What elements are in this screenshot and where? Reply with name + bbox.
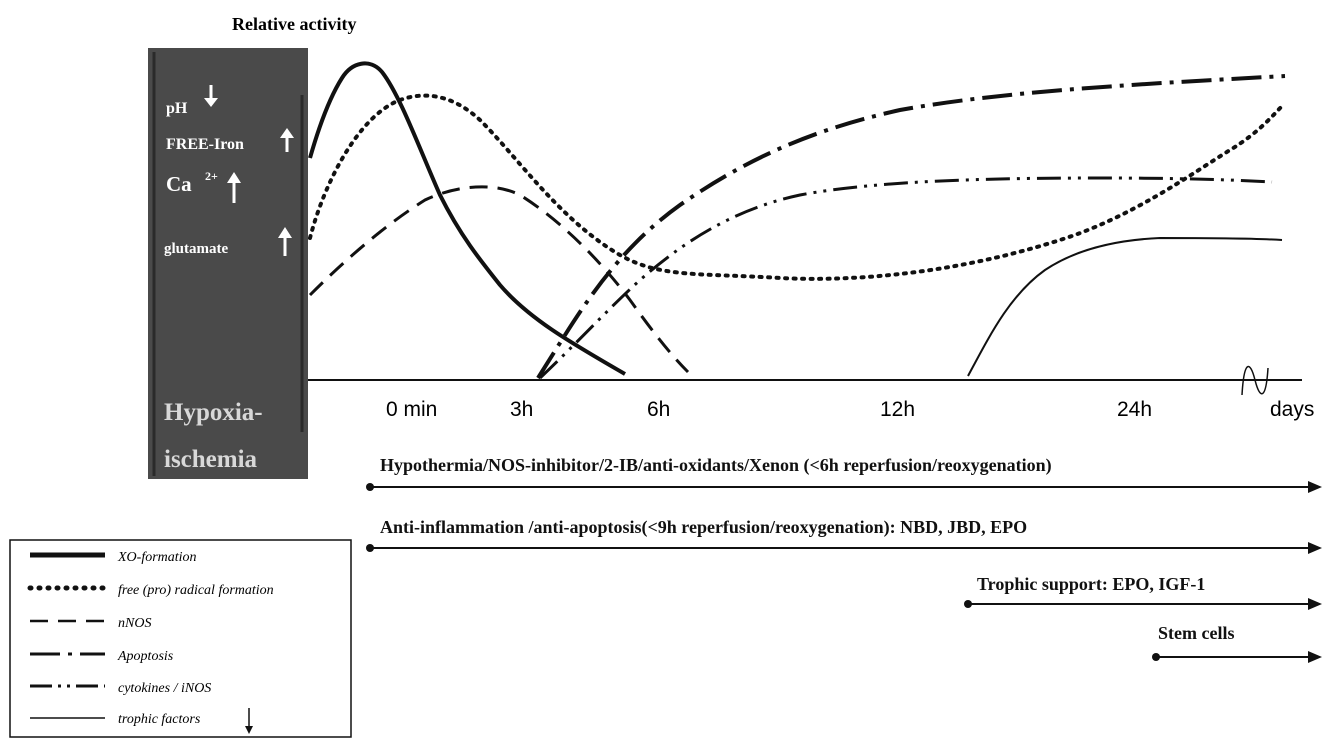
axis-break-icon bbox=[1241, 365, 1269, 396]
time-axis: 0 min 3h 6h 12h 24h days bbox=[308, 365, 1314, 421]
therapy-start-dot bbox=[366, 483, 374, 491]
tick-12h: 12h bbox=[880, 398, 915, 421]
arrow-right-icon bbox=[1308, 542, 1322, 554]
marker-calcium-label: Ca bbox=[166, 172, 192, 196]
therapy-start-dot bbox=[366, 544, 374, 552]
marker-ph-label: pH bbox=[166, 100, 188, 117]
marker-free-iron-label: FREE-Iron bbox=[166, 136, 244, 153]
arrow-up-icon bbox=[278, 227, 292, 256]
therapy-windows: Hypothermia/NOS-inhibitor/2-IB/anti-oxid… bbox=[366, 455, 1322, 663]
legend-label-xo: XO-formation bbox=[117, 550, 197, 565]
legend-box bbox=[9, 539, 352, 738]
tick-6h: 6h bbox=[647, 398, 670, 421]
curve-xo-formation bbox=[308, 61, 627, 376]
therapy-label-trophic-support: Trophic support: EPO, IGF-1 bbox=[977, 574, 1205, 594]
arrow-right-icon bbox=[1308, 598, 1322, 610]
arrow-up-icon bbox=[280, 128, 294, 152]
tick-24h: 24h bbox=[1117, 398, 1152, 421]
phase-label-line1: Hypoxia- bbox=[164, 399, 263, 426]
curves bbox=[308, 61, 1286, 380]
curve-nnos bbox=[308, 185, 690, 374]
tick-0min: 0 min bbox=[386, 398, 437, 421]
tick-days: days bbox=[1270, 398, 1314, 421]
legend-label-trophic: trophic factors bbox=[118, 712, 201, 727]
curve-apoptosis bbox=[536, 74, 1286, 380]
legend-label-free-radical: free (pro) radical formation bbox=[118, 583, 274, 598]
therapy-start-dot bbox=[1152, 653, 1160, 661]
marker-calcium-superscript: 2+ bbox=[205, 169, 218, 183]
arrow-right-icon bbox=[1308, 651, 1322, 663]
marker-glutamate-label: glutamate bbox=[164, 241, 228, 257]
phase-box bbox=[148, 48, 308, 479]
therapy-label-hypothermia: Hypothermia/NOS-inhibitor/2-IB/anti-oxid… bbox=[380, 455, 1052, 476]
therapy-label-anti-inflammation: Anti-inflammation /anti-apoptosis(<9h re… bbox=[380, 517, 1027, 538]
legend: XO-formation free (pro) radical formatio… bbox=[9, 539, 352, 738]
curve-free-radical bbox=[308, 93, 1285, 281]
arrow-up-icon bbox=[227, 172, 241, 203]
phase-label-line2: ischemia bbox=[164, 446, 258, 473]
legend-label-nnos: nNOS bbox=[118, 616, 151, 631]
arrow-down-icon bbox=[245, 708, 253, 734]
arrow-down-icon bbox=[204, 85, 218, 107]
tick-3h: 3h bbox=[510, 398, 533, 421]
legend-label-apoptosis: Apoptosis bbox=[117, 649, 174, 664]
y-axis-label: Relative activity bbox=[232, 14, 356, 34]
hypoxia-ischemia-block: pH FREE-Iron Ca 2+ glutamate Hypoxia- is… bbox=[148, 48, 308, 479]
therapy-label-stem-cells: Stem cells bbox=[1158, 623, 1234, 643]
arrow-right-icon bbox=[1308, 481, 1322, 493]
curve-cytokines-inos bbox=[538, 176, 1273, 380]
legend-label-cytokines: cytokines / iNOS bbox=[118, 681, 211, 696]
therapy-start-dot bbox=[964, 600, 972, 608]
curve-trophic-factors bbox=[967, 236, 1283, 377]
